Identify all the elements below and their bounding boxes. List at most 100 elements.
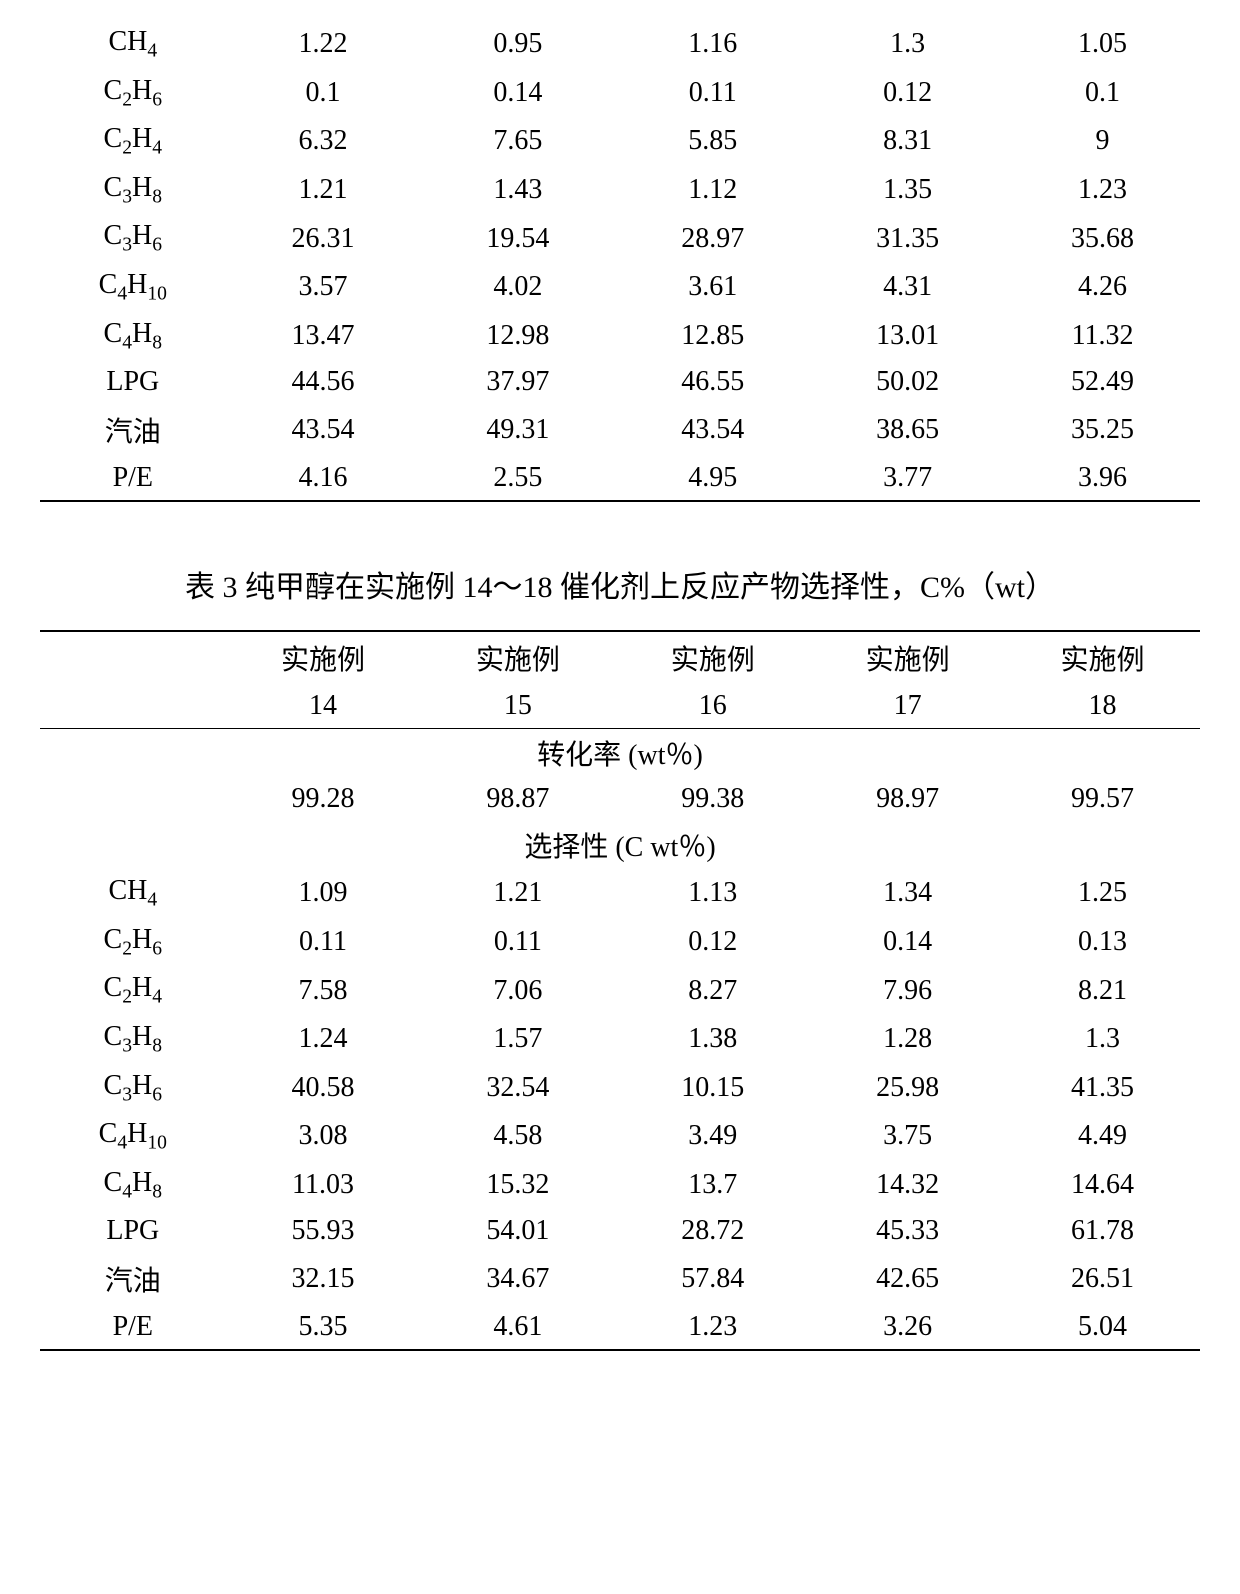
cell: 0.11	[420, 918, 615, 967]
cell: 1.23	[1005, 166, 1200, 215]
table-row: C2H47.587.068.277.968.21	[40, 966, 1200, 1015]
cell: 49.31	[420, 404, 615, 456]
cell: 11.03	[226, 1161, 421, 1210]
header-num: 14	[226, 684, 421, 729]
selectivity-label: 选择性 (C wt％)	[40, 821, 1200, 869]
cell: 3.61	[615, 263, 810, 312]
cell: 57.84	[615, 1253, 810, 1305]
table-row: C3H640.5832.5410.1525.9841.35	[40, 1064, 1200, 1113]
header-num: 18	[1005, 684, 1200, 729]
cell: 98.87	[420, 777, 615, 821]
cell: 34.67	[420, 1253, 615, 1305]
cell: 1.16	[615, 20, 810, 69]
cell: 44.56	[226, 360, 421, 404]
cell: 4.02	[420, 263, 615, 312]
cell: 5.85	[615, 117, 810, 166]
row-label: C2H4	[40, 117, 226, 166]
cell: 52.49	[1005, 360, 1200, 404]
cell: 26.31	[226, 214, 421, 263]
cell: 4.16	[226, 456, 421, 501]
cell: 99.38	[615, 777, 810, 821]
cell: 3.26	[810, 1305, 1005, 1350]
cell: 3.08	[226, 1112, 421, 1161]
row-label: C2H6	[40, 69, 226, 118]
cell: 8.21	[1005, 966, 1200, 1015]
cell: 61.78	[1005, 1209, 1200, 1253]
cell: 8.31	[810, 117, 1005, 166]
cell: 1.09	[226, 869, 421, 918]
cell: 3.57	[226, 263, 421, 312]
cell: 1.22	[226, 20, 421, 69]
cell: 37.97	[420, 360, 615, 404]
table-row: 汽油32.1534.6757.8442.6526.51	[40, 1253, 1200, 1305]
cell: 32.54	[420, 1064, 615, 1113]
cell: 4.49	[1005, 1112, 1200, 1161]
cell: 11.32	[1005, 312, 1200, 361]
table-row: 汽油43.5449.3143.5438.6535.25	[40, 404, 1200, 456]
table-3-caption: 表 3 纯甲醇在实施例 14～18 催化剂上反应产物选择性，C%（wt）	[40, 562, 1200, 606]
cell: 13.01	[810, 312, 1005, 361]
cell: 3.49	[615, 1112, 810, 1161]
row-label: 汽油	[40, 404, 226, 456]
cell: 43.54	[615, 404, 810, 456]
cell: 7.58	[226, 966, 421, 1015]
row-label	[40, 777, 226, 821]
cell: 1.3	[810, 20, 1005, 69]
cell: 4.26	[1005, 263, 1200, 312]
cell: 55.93	[226, 1209, 421, 1253]
header-word: 实施例	[420, 631, 615, 684]
conversion-label: 转化率 (wt％)	[40, 729, 1200, 778]
table-row: C4H103.574.023.614.314.26	[40, 263, 1200, 312]
row-label: C3H6	[40, 214, 226, 263]
cell: 1.35	[810, 166, 1005, 215]
cell: 14.64	[1005, 1161, 1200, 1210]
row-label: C2H6	[40, 918, 226, 967]
cell: 7.96	[810, 966, 1005, 1015]
header-row-1: 实施例实施例实施例实施例实施例	[40, 631, 1200, 684]
cell: 43.54	[226, 404, 421, 456]
cell: 0.12	[810, 69, 1005, 118]
table-row: C3H626.3119.5428.9731.3535.68	[40, 214, 1200, 263]
row-label: C3H6	[40, 1064, 226, 1113]
cell: 1.21	[226, 166, 421, 215]
cell: 1.3	[1005, 1015, 1200, 1064]
cell: 4.31	[810, 263, 1005, 312]
cell: 1.13	[615, 869, 810, 918]
row-label: P/E	[40, 456, 226, 501]
cell: 31.35	[810, 214, 1005, 263]
cell: 41.35	[1005, 1064, 1200, 1113]
cell: 28.97	[615, 214, 810, 263]
cell: 35.25	[1005, 404, 1200, 456]
cell: 0.1	[226, 69, 421, 118]
cell: 8.27	[615, 966, 810, 1015]
table-row: C2H60.110.110.120.140.13	[40, 918, 1200, 967]
table-row: C4H811.0315.3213.714.3214.64	[40, 1161, 1200, 1210]
table-1: CH41.220.951.161.31.05C2H60.10.140.110.1…	[40, 20, 1200, 502]
table-row: P/E5.354.611.233.265.04	[40, 1305, 1200, 1350]
conversion-label-row: 转化率 (wt％)	[40, 729, 1200, 778]
table-row: C3H81.211.431.121.351.23	[40, 166, 1200, 215]
cell: 3.96	[1005, 456, 1200, 501]
cell: 4.58	[420, 1112, 615, 1161]
header-word: 实施例	[1005, 631, 1200, 684]
cell: 1.25	[1005, 869, 1200, 918]
cell: 0.1	[1005, 69, 1200, 118]
cell: 6.32	[226, 117, 421, 166]
cell: 99.28	[226, 777, 421, 821]
row-label: 汽油	[40, 1253, 226, 1305]
cell: 46.55	[615, 360, 810, 404]
table-row: C4H103.084.583.493.754.49	[40, 1112, 1200, 1161]
table-row: LPG55.9354.0128.7245.3361.78	[40, 1209, 1200, 1253]
cell: 5.35	[226, 1305, 421, 1350]
cell: 13.47	[226, 312, 421, 361]
conversion-values-row: 99.2898.8799.3898.9799.57	[40, 777, 1200, 821]
cell: 1.24	[226, 1015, 421, 1064]
cell: 0.14	[810, 918, 1005, 967]
table-row: C4H813.4712.9812.8513.0111.32	[40, 312, 1200, 361]
cell: 0.13	[1005, 918, 1200, 967]
cell: 0.11	[226, 918, 421, 967]
cell: 2.55	[420, 456, 615, 501]
cell: 7.65	[420, 117, 615, 166]
header-blank	[40, 631, 226, 684]
row-label: CH4	[40, 869, 226, 918]
